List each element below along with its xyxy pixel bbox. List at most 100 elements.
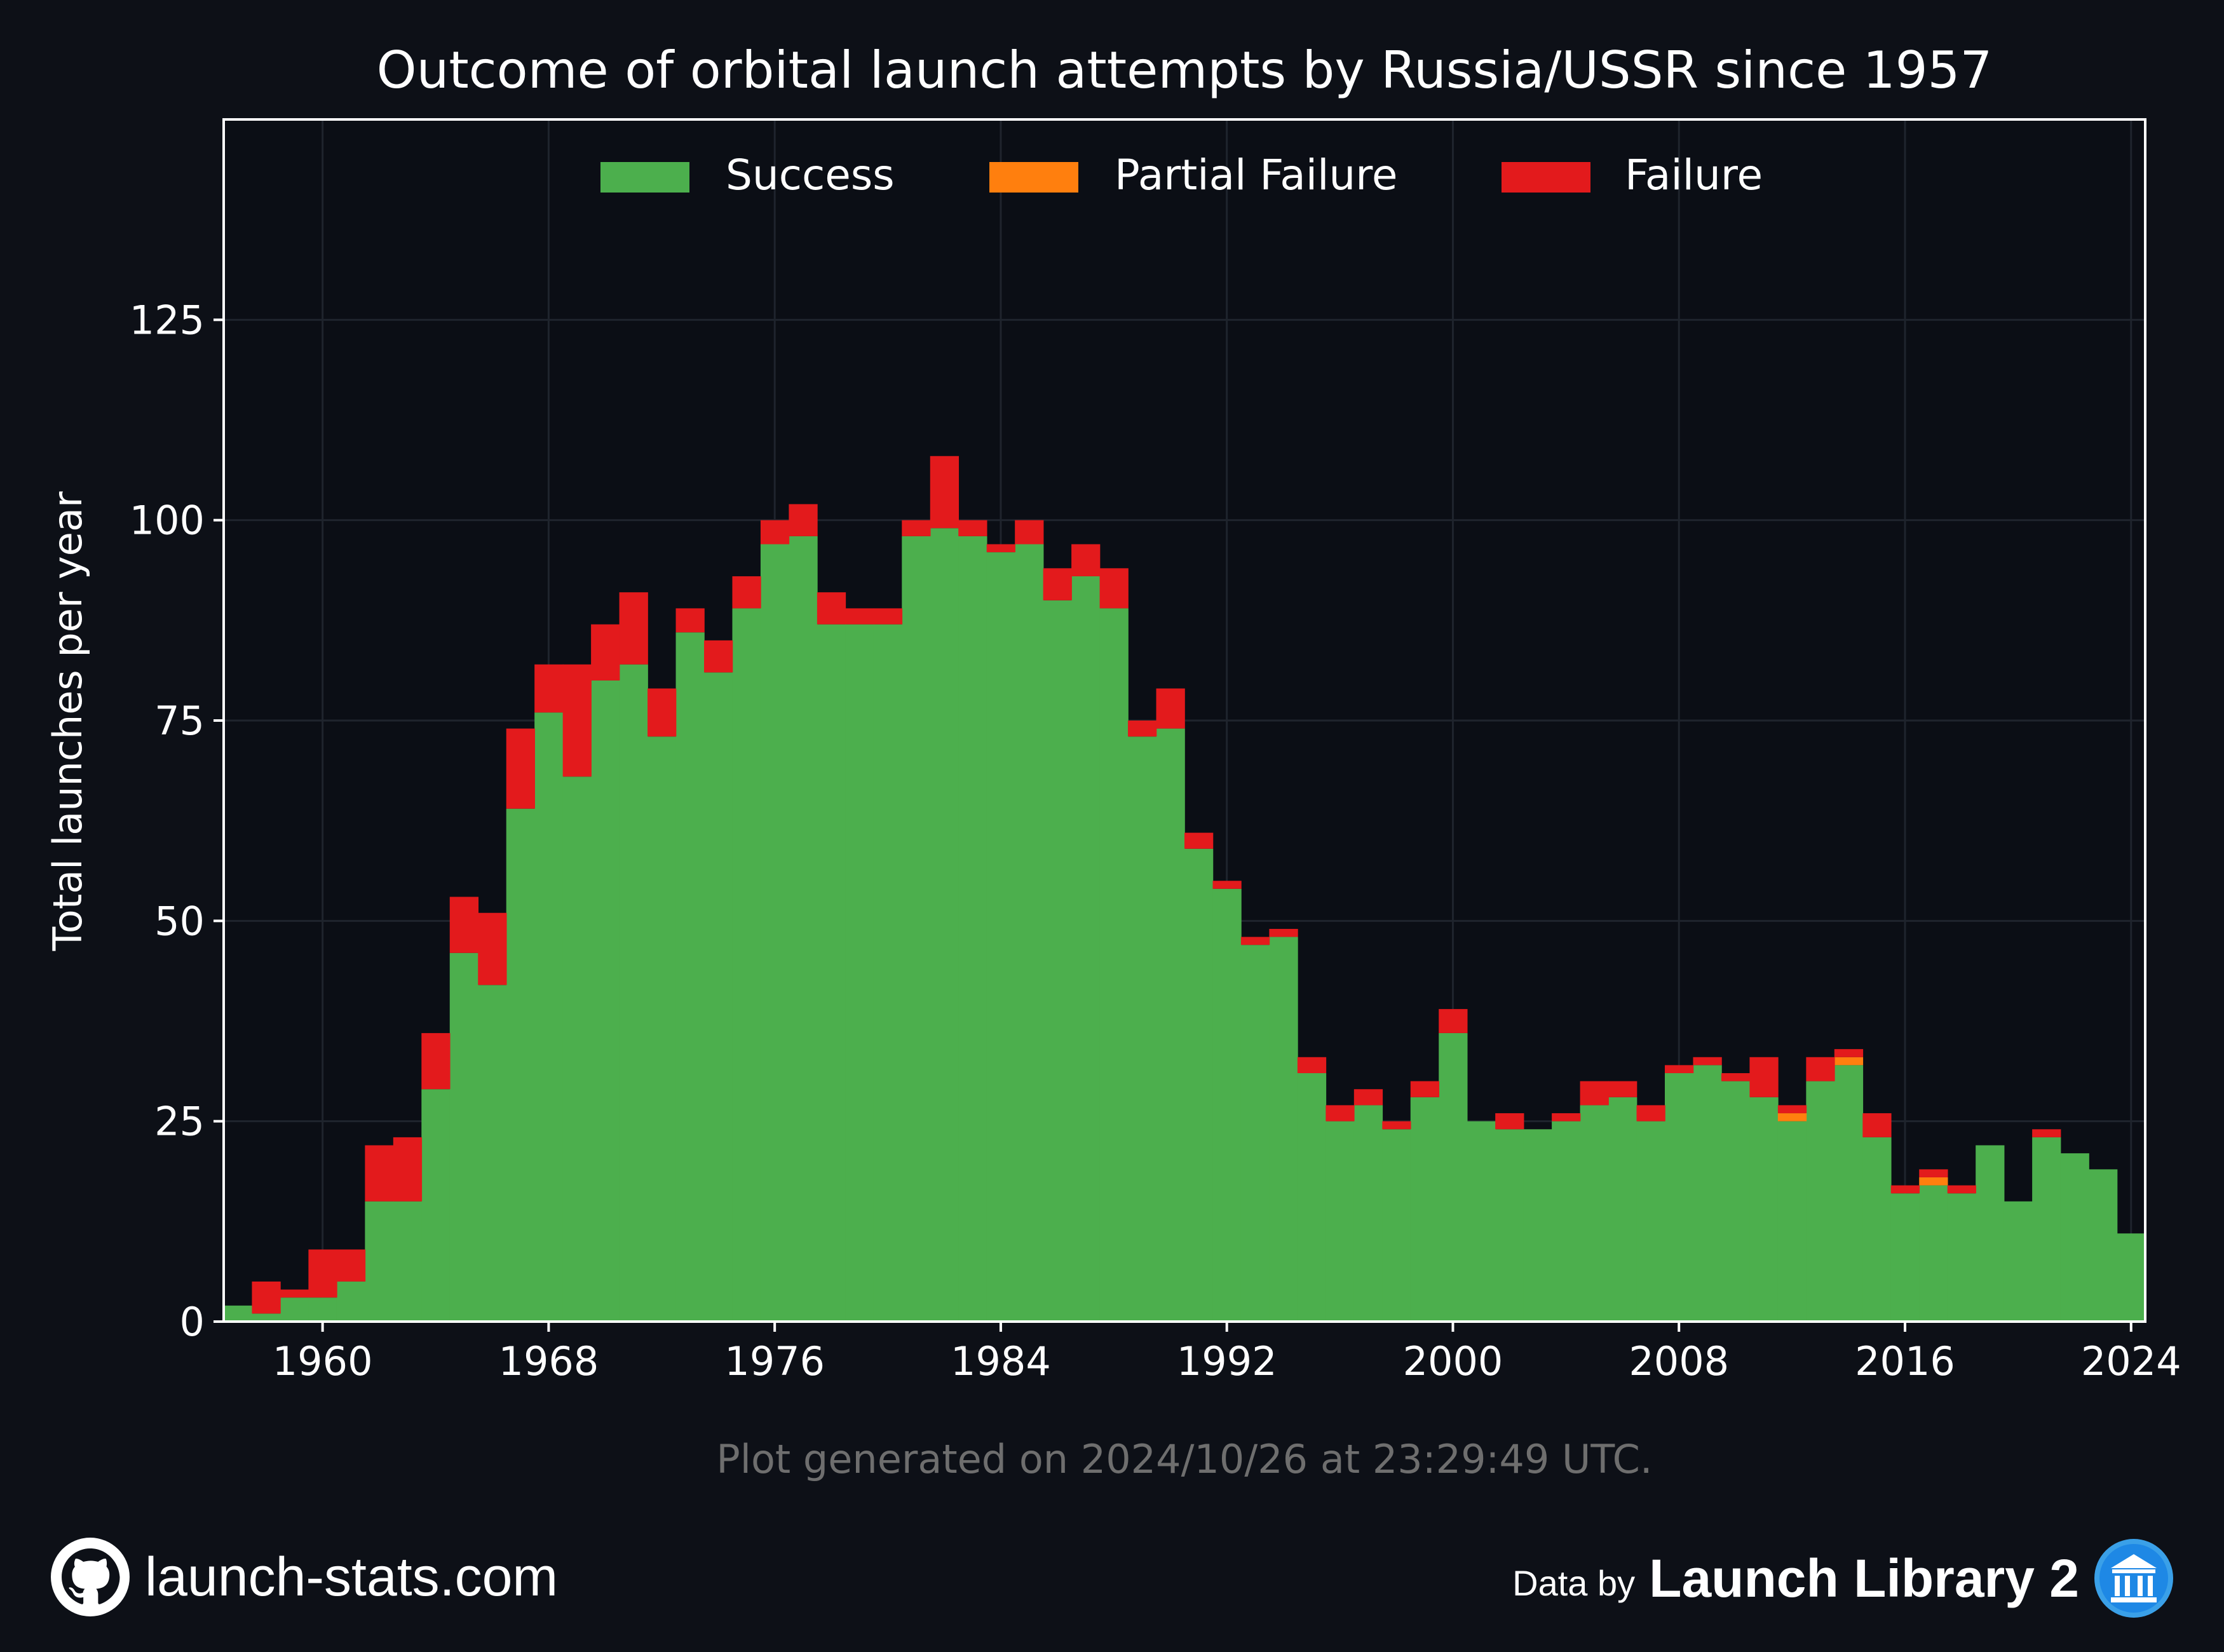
bar-success-2009	[1693, 1065, 1722, 1322]
bar-success-2010	[1721, 1081, 1751, 1322]
bar-failure-2014	[1834, 1049, 1864, 1057]
bar-success-1961	[336, 1281, 366, 1322]
bar-success-1976	[760, 544, 790, 1322]
y-tick-label: 25	[154, 1099, 205, 1145]
bar-success-1964	[421, 1089, 451, 1322]
bar-failure-2012	[1777, 1105, 1807, 1114]
bar-failure-2008	[1665, 1065, 1694, 1073]
bar-success-2013	[1806, 1081, 1835, 1322]
bar-failure-1991	[1184, 832, 1214, 849]
footnote: Plot generated on 2024/10/26 at 23:29:49…	[716, 1436, 1652, 1482]
legend-label-failure: Failure	[1625, 151, 1763, 200]
bar-failure-1986	[1043, 568, 1072, 600]
legend-swatch-success	[600, 162, 689, 193]
bar-success-1986	[1043, 600, 1072, 1322]
bar-failure-2006	[1608, 1081, 1637, 1097]
bar-failure-1981	[902, 520, 931, 536]
bar-failure-2007	[1636, 1105, 1665, 1121]
bar-success-1978	[817, 624, 846, 1322]
github-icon	[51, 1538, 130, 1616]
bar-success-1968	[534, 712, 564, 1322]
bar-success-2015	[1862, 1137, 1892, 1322]
x-tick-label: 2008	[1629, 1338, 1729, 1385]
bar-success-1990	[1156, 728, 1185, 1322]
bar-success-1979	[845, 624, 874, 1322]
bar-success-1966	[478, 985, 507, 1322]
x-tick-label: 1984	[951, 1338, 1051, 1385]
bar-success-1958	[252, 1313, 281, 1322]
bar-failure-1972	[648, 688, 677, 737]
chart-title: Outcome of orbital launch attempts by Ru…	[377, 41, 1993, 100]
bar-failure-1973	[675, 608, 705, 633]
bar-success-1984	[986, 552, 1015, 1322]
y-tick-label: 50	[154, 898, 205, 944]
bar-success-2017	[1919, 1185, 1948, 1322]
bar-success-2008	[1665, 1073, 1694, 1322]
bar-failure-1968	[534, 664, 564, 713]
bar-success-2021	[2032, 1137, 2061, 1322]
bar-success-1975	[732, 608, 761, 1322]
x-tick-label: 1968	[499, 1338, 599, 1385]
bar-success-1962	[365, 1201, 394, 1322]
bar-success-2019	[1976, 1145, 2005, 1322]
bar-failure-1997	[1353, 1089, 1383, 1106]
bar-success-1963	[393, 1201, 423, 1322]
bar-success-2024	[2117, 1233, 2146, 1322]
bar-failure-1989	[1128, 721, 1157, 737]
bar-failure-1959	[280, 1289, 309, 1298]
bar-success-1959	[280, 1297, 309, 1322]
bar-failure-1995	[1297, 1057, 1327, 1073]
bar-failure-1990	[1156, 688, 1185, 729]
site-credit[interactable]: launch-stats.com	[51, 1538, 558, 1616]
x-tick-label: 2024	[2081, 1338, 2181, 1385]
bar-failure-1998	[1382, 1121, 1411, 1130]
bar-success-1999	[1410, 1097, 1440, 1322]
bar-success-1965	[449, 952, 479, 1322]
bar-failure-1987	[1071, 544, 1101, 576]
bar-success-2004	[1552, 1121, 1581, 1322]
brand-name: Launch Library 2	[1649, 1548, 2079, 1608]
bar-success-1960	[308, 1297, 337, 1322]
bar-failure-1985	[1015, 520, 1044, 545]
bar-success-2000	[1439, 1032, 1468, 1322]
bar-success-2016	[1890, 1193, 1920, 1322]
bar-failure-1980	[873, 608, 903, 625]
x-tick-label: 1992	[1177, 1338, 1277, 1385]
site-link[interactable]: launch-stats.com	[145, 1547, 559, 1608]
bar-failure-1975	[732, 576, 761, 609]
bar-failure-2016	[1890, 1185, 1920, 1194]
y-tick-label: 100	[130, 498, 205, 544]
bar-success-2002	[1495, 1129, 1524, 1322]
bar-failure-2015	[1862, 1113, 1892, 1137]
bar-failure-1966	[478, 912, 507, 985]
bar-success-2012	[1777, 1121, 1807, 1322]
bar-success-1987	[1071, 576, 1101, 1322]
bar-success-2022	[2060, 1153, 2089, 1322]
bar-failure-1996	[1326, 1105, 1355, 1121]
bar-failure-1963	[393, 1137, 423, 1202]
bar-failure-2010	[1721, 1073, 1751, 1081]
bar-success-2020	[2004, 1201, 2033, 1322]
y-tick-label: 0	[180, 1299, 205, 1345]
bar-failure-2009	[1693, 1057, 1722, 1066]
bar-failure-1971	[619, 592, 648, 665]
library-icon	[2094, 1539, 2173, 1618]
bar-failure-1999	[1410, 1081, 1440, 1097]
bar-failure-1964	[421, 1032, 451, 1090]
legend-swatch-partial-failure	[989, 162, 1078, 193]
bar-failure-1979	[845, 608, 874, 625]
bar-failure-2013	[1806, 1057, 1835, 1081]
bar-failure-1993	[1240, 937, 1270, 945]
data-credit: Data by Launch Library 2	[1512, 1538, 2174, 1619]
bar-success-2011	[1749, 1097, 1779, 1322]
bar-success-2018	[1947, 1193, 1976, 1322]
bar-success-1980	[873, 624, 903, 1322]
bar-failure-1977	[789, 504, 818, 536]
bar-success-1973	[675, 632, 705, 1322]
bar-failure-2005	[1580, 1081, 1609, 1106]
bar-success-1969	[562, 776, 592, 1322]
bar-success-1991	[1184, 848, 1214, 1322]
bar-success-1977	[789, 536, 818, 1322]
bar-failure-2021	[2032, 1129, 2061, 1137]
